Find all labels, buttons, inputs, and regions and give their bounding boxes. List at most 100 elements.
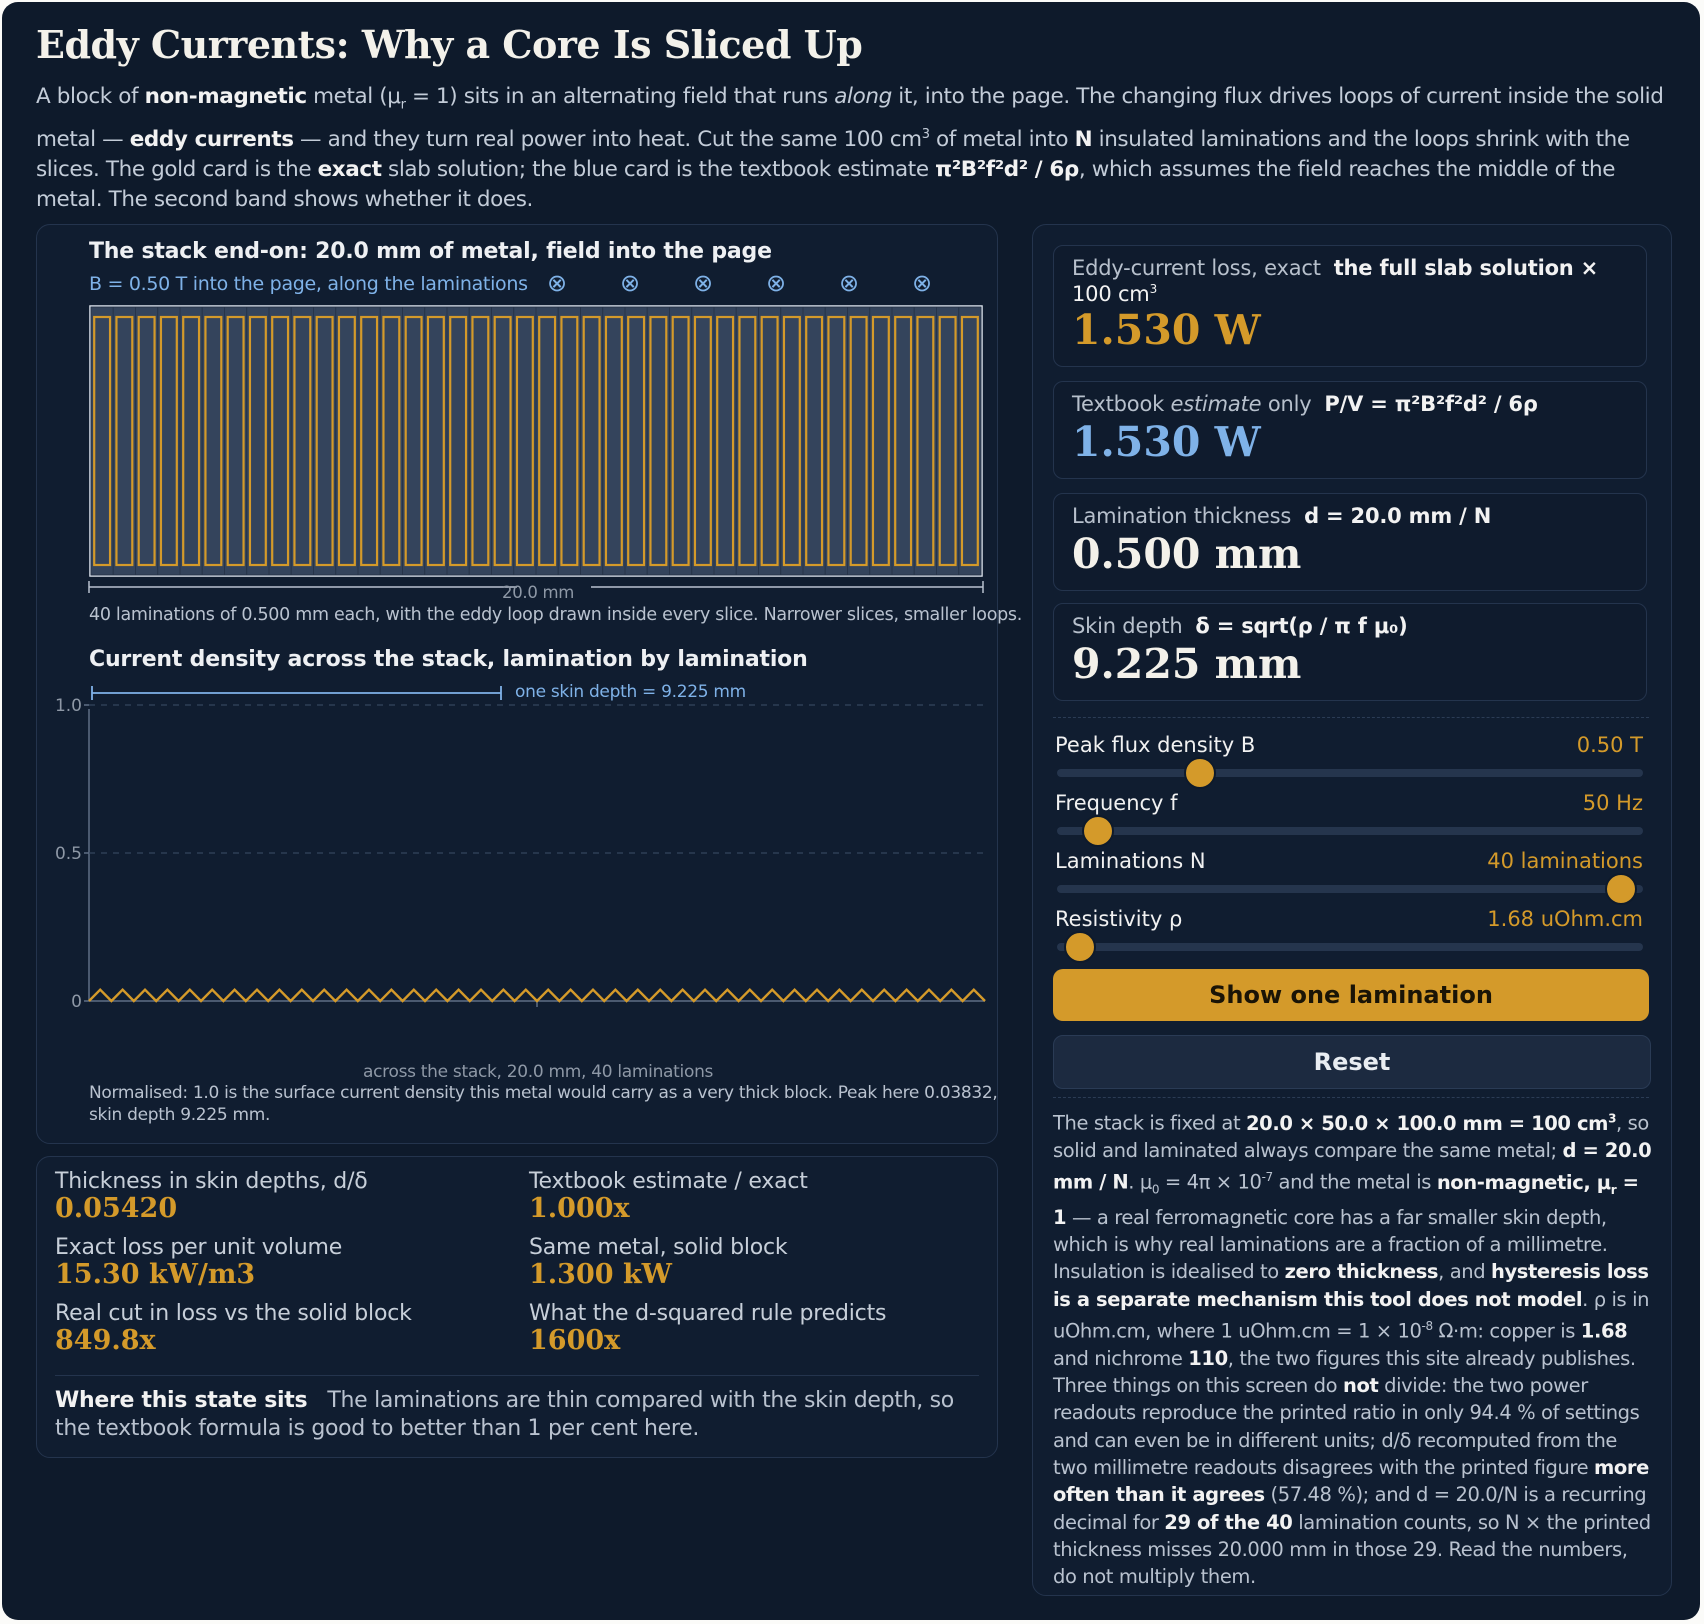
show-one-lamination-button[interactable]: Show one lamination [1053,969,1649,1021]
eddy-loop [671,315,690,567]
eddy-loop [159,315,178,567]
eddy-loop [627,315,646,567]
model-notes: The stack is fixed at 20.0 × 50.0 × 100.… [1053,1111,1652,1589]
eddy-loop [382,315,401,567]
eddy-loop [404,315,423,567]
current-density-line [88,987,986,1003]
field-into-page-icon: ⊗ [839,269,860,297]
slider-track[interactable] [1057,943,1643,951]
slider-track[interactable] [1057,827,1643,835]
field-into-page-icon: ⊗ [766,269,787,297]
eddy-loop [271,315,290,567]
eddy-loop [93,315,112,567]
eddy-loop [849,315,868,567]
slider-resistivity[interactable]: Resistivity ρ 1.68 uOhm.cm [1055,907,1643,963]
field-into-page-icon: ⊗ [693,269,714,297]
eddy-loop [894,315,913,567]
eddy-loop [204,315,223,567]
slider-flux-density[interactable]: Peak flux density B 0.50 T [1055,733,1643,789]
skin-depth-label: one skin depth = 9.225 mm [515,682,746,702]
divider [1053,717,1649,718]
slider-handle[interactable] [1184,757,1217,789]
reset-button[interactable]: Reset [1053,1035,1651,1089]
field-into-page-icon: ⊗ [912,269,933,297]
slider-laminations[interactable]: Laminations N 40 laminations [1055,849,1643,905]
lamination-stack [89,305,983,577]
density-chart: 1.0 0.5 0 [55,696,986,1012]
card-textbook-estimate: Textbook estimate only P/V = π²B²f²d² / … [1053,381,1647,479]
stat-solid-block: Same metal, solid block 1.300 kW [529,1235,788,1290]
stack-caption: 40 laminations of 0.500 mm each, with th… [89,605,1022,625]
y-tick-label: 0 [71,992,82,1012]
eddy-loop [604,315,623,567]
eddy-loop [760,315,779,567]
eddy-loop [493,315,512,567]
field-into-page-icon: ⊗ [620,269,641,297]
y-tick-label: 1.0 [55,696,82,716]
eddy-loop [582,315,601,567]
density-heading: Current density across the stack, lamina… [89,647,808,672]
eddy-loop [716,315,735,567]
dimension-label: 20.0 mm [502,583,575,602]
eddy-loop [538,315,557,567]
eddy-loop [960,315,979,567]
stat-loss-per-volume: Exact loss per unit volume 15.30 kW/m3 [55,1235,343,1290]
eddy-loop [649,315,668,567]
eddy-loop [471,315,490,567]
eddy-loop [115,315,134,567]
stat-real-cut: Real cut in loss vs the solid block 849.8… [55,1301,412,1356]
card-exact-loss: Eddy-current loss, exact the full slab s… [1053,245,1647,367]
field-into-page-icon: ⊗ [547,269,568,297]
card-skin-depth: Skin depth δ = sqrt(ρ / π f μ₀) 9.225 mm [1053,603,1647,701]
divider [1053,1097,1649,1098]
stat-d-squared: What the d-squared rule predicts 1600x [529,1301,887,1356]
eddy-loop [360,315,379,567]
skin-depth-value: 9.225 mm [1072,640,1302,688]
y-tick-label: 0.5 [55,844,82,864]
slider-track[interactable] [1057,769,1643,777]
lamination [958,306,982,576]
eddy-loop [337,315,356,567]
density-caption-1: Normalised: 1.0 is the surface current d… [89,1083,998,1103]
dimension-line [88,581,984,593]
eddy-loop [182,315,201,567]
eddy-loop [916,315,935,567]
card-lamination-thickness: Lamination thickness d = 20.0 mm / N 0.5… [1053,493,1647,591]
state-summary: Where this state sits The laminations ar… [55,1388,954,1441]
stack-heading: The stack end-on: 20.0 mm of metal, fiel… [89,239,772,264]
field-label: B = 0.50 T into the page, along the lami… [89,273,528,295]
stat-skin-depths: Thickness in skin depths, d/δ 0.05420 [55,1169,368,1224]
eddy-loop [827,315,846,567]
eddy-loop [871,315,890,567]
thickness-value: 0.500 mm [1072,530,1302,578]
slider-frequency[interactable]: Frequency f 50 Hz [1055,791,1643,847]
stats-divider [55,1375,979,1376]
exact-loss-value: 1.530 W [1072,306,1261,354]
eddy-loop [693,315,712,567]
slider-handle[interactable] [1064,931,1097,963]
eddy-loop [315,315,334,567]
skin-depth-marker [91,686,502,700]
stats-panel: Thickness in skin depths, d/δ 0.05420 Tex… [36,1156,998,1458]
visualization-panel: The stack end-on: 20.0 mm of metal, fiel… [36,224,1022,1144]
density-caption-2: skin depth 9.225 mm. [89,1105,271,1125]
eddy-loop [293,315,312,567]
eddy-loop [805,315,824,567]
slider-track[interactable] [1057,885,1643,893]
controls-panel: Eddy-current loss, exact the full slab s… [1032,224,1672,1596]
eddy-loop [137,315,156,567]
eddy-loop [515,315,534,567]
eddy-loop [738,315,757,567]
eddy-loop [560,315,579,567]
eddy-loop [248,315,267,567]
eddy-loop [226,315,245,567]
eddy-loop [426,315,445,567]
page-title: Eddy Currents: Why a Core Is Sliced Up [36,22,863,67]
density-xlabel: across the stack, 20.0 mm, 40 lamination… [363,1062,714,1082]
estimate-loss-value: 1.530 W [1072,418,1261,466]
eddy-loop [782,315,801,567]
slider-handle[interactable] [1604,873,1637,905]
slider-handle[interactable] [1081,815,1114,847]
stat-estimate-ratio: Textbook estimate / exact 1.000x [529,1169,808,1224]
